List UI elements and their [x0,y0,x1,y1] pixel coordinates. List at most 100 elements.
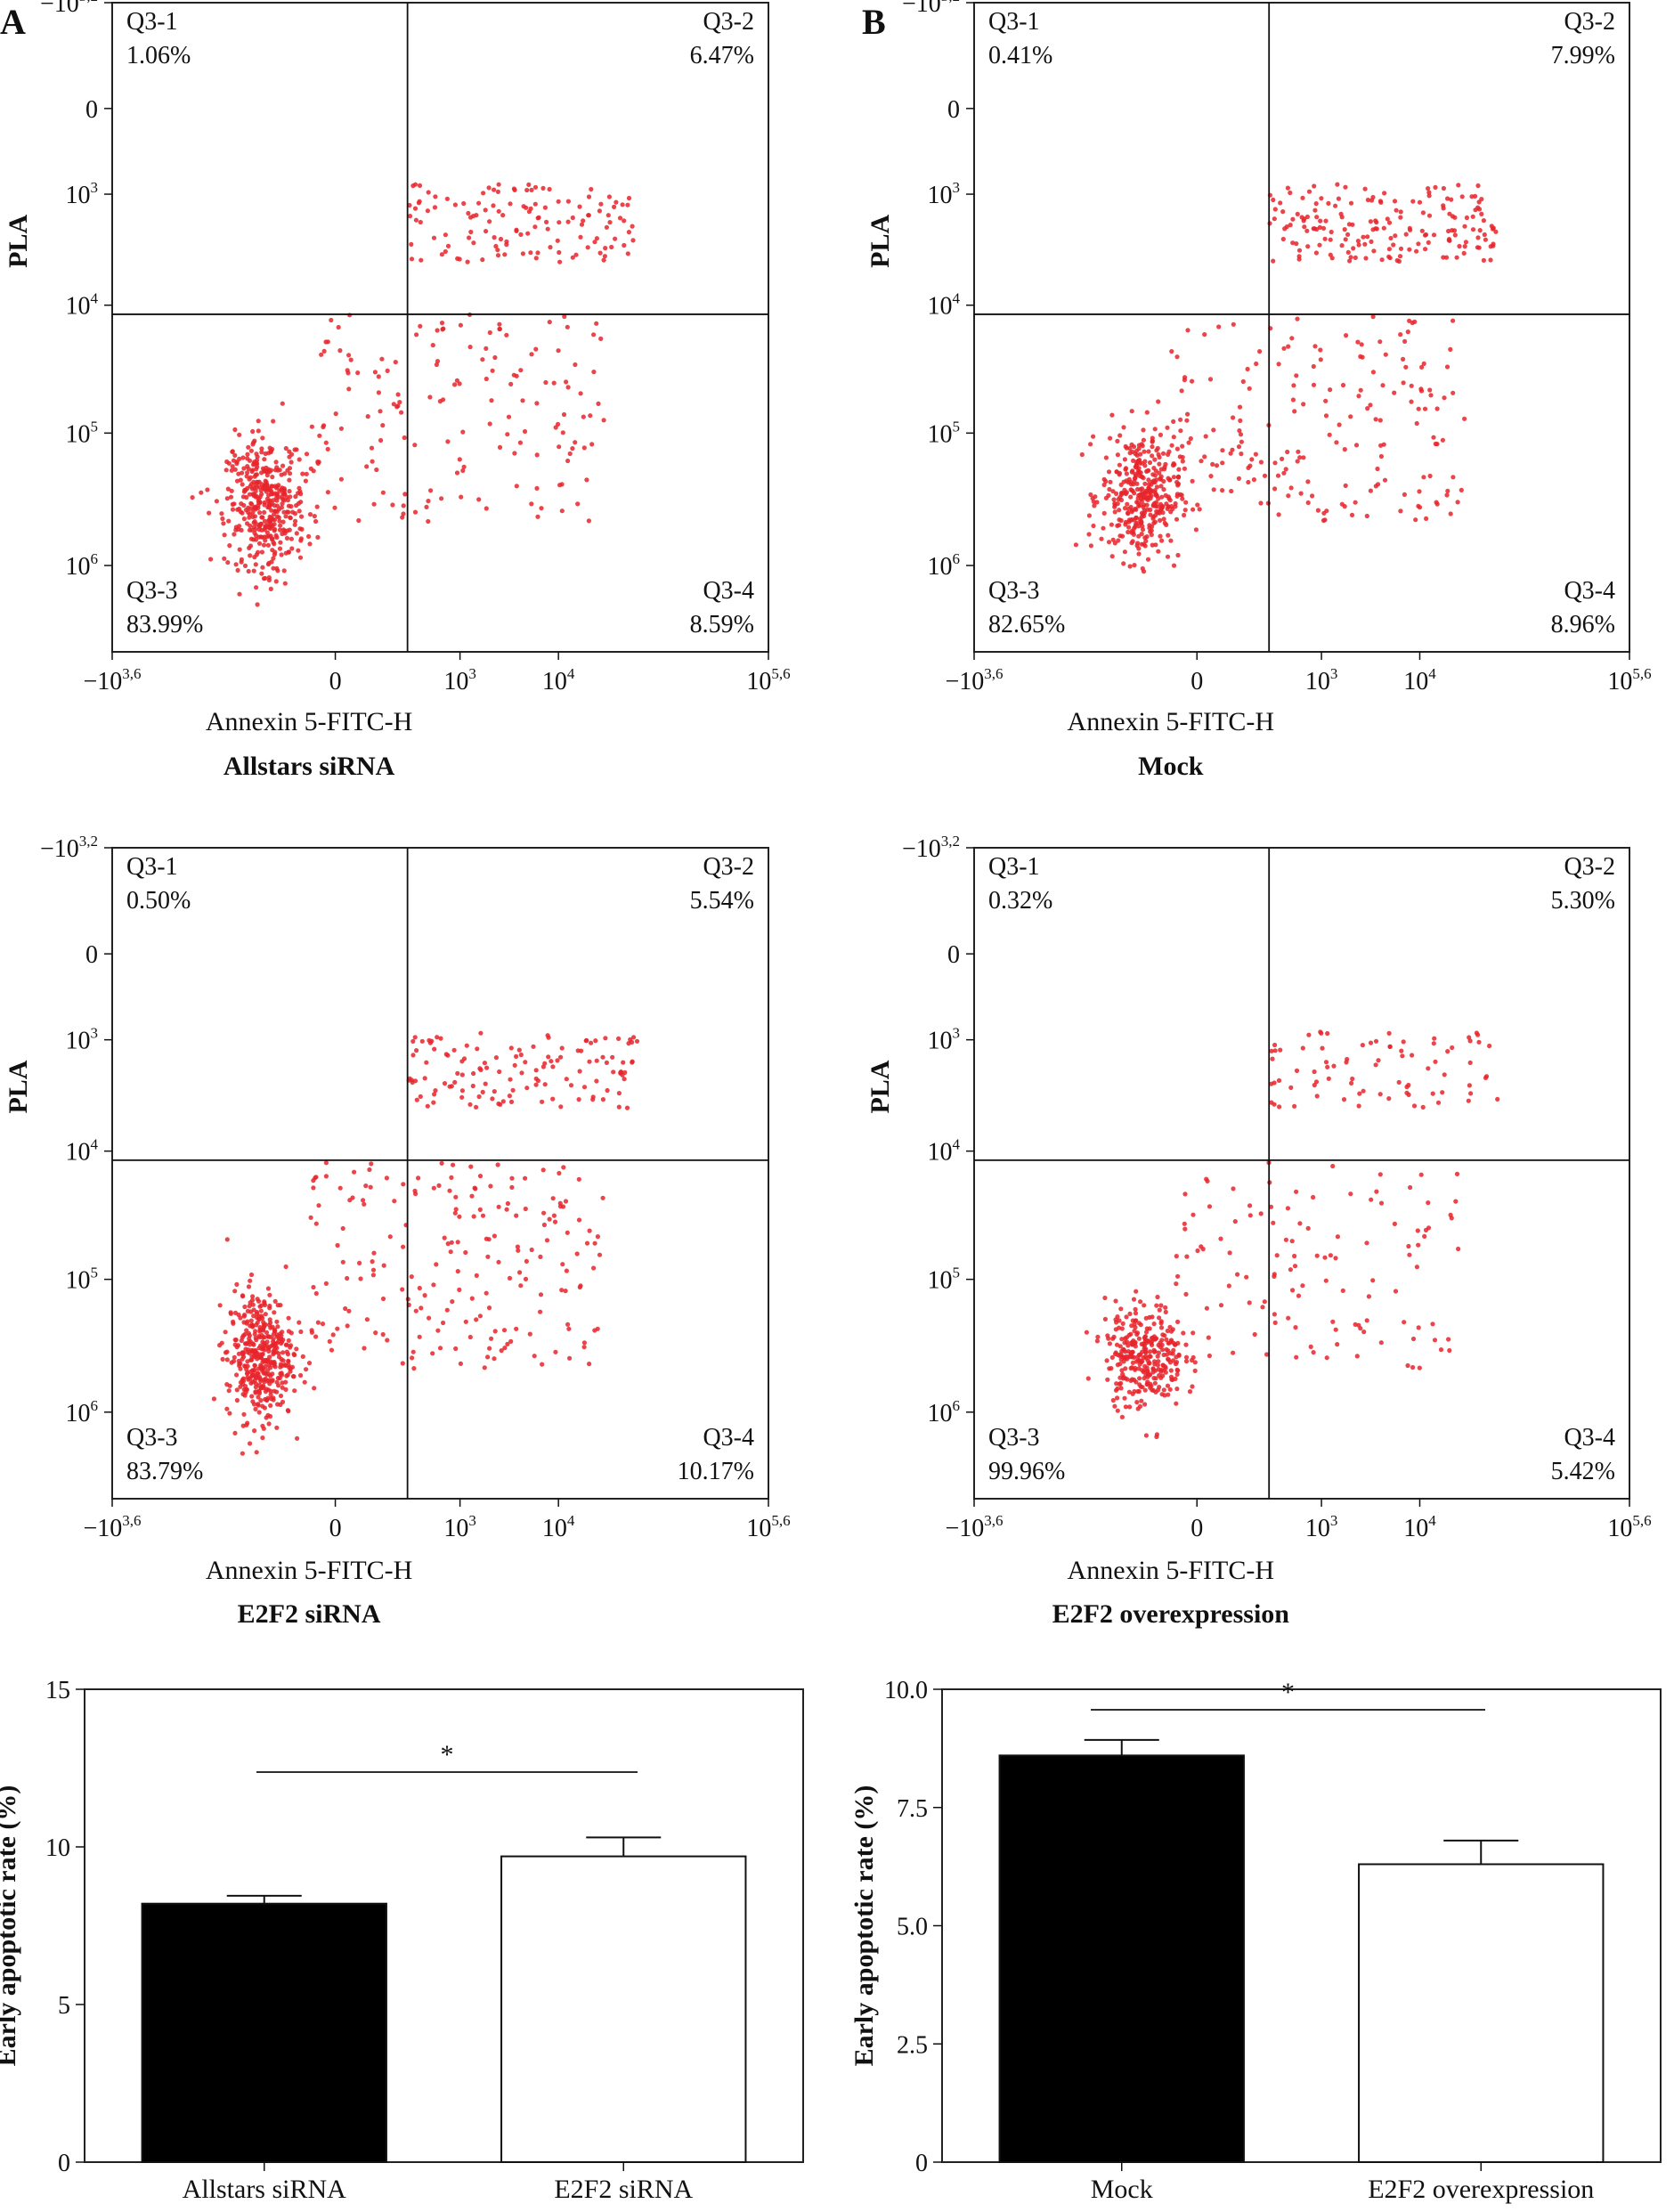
event-dot [277,518,282,524]
event-dot [1448,511,1453,516]
event-dot [1139,1398,1144,1403]
event-dot [1292,1264,1298,1269]
event-dot [286,1359,291,1364]
event-dot [1318,357,1323,362]
event-dot [1282,226,1288,232]
event-dot [280,401,285,406]
event-dot [1156,509,1161,515]
event-dot [272,508,278,514]
event-dot [1168,538,1174,543]
event-dot [441,1320,446,1326]
event-dot [630,224,635,229]
event-dot [1374,1189,1379,1194]
event-dot [304,1367,309,1372]
event-dot [234,1281,240,1287]
event-dot [1449,197,1454,202]
event-dot [199,490,204,495]
event-dot [312,1386,317,1391]
event-dot [270,475,275,480]
event-dot [1401,1039,1406,1045]
event-dot [1141,427,1146,433]
event-dot [1361,234,1366,240]
event-dot [1335,182,1340,187]
event-dot [262,457,267,462]
event-dot [1231,1186,1236,1191]
quadrant-q3-1-name: Q3-1 [988,8,1040,36]
event-dot [232,1310,239,1315]
event-dot [514,484,519,489]
event-dot [252,438,257,443]
event-dot [1364,1240,1369,1246]
event-dot [1401,356,1406,362]
y-tick-label-exponent: 5 [91,1265,99,1281]
event-dot [267,498,272,503]
event-dot [487,1346,492,1351]
event-dot [267,1354,272,1360]
event-dot [620,202,625,207]
event-dot [475,1046,480,1052]
event-dot [1461,250,1467,256]
event-dot [1125,529,1131,535]
event-dot [1107,1366,1112,1371]
event-dot [256,1316,262,1322]
event-dot [258,1377,264,1382]
event-dot [630,238,636,243]
event-dot [1175,475,1181,480]
event-dot [585,245,590,250]
event-dot [226,518,232,524]
event-dot [309,424,314,429]
quadrant-q3-3-name: Q3-3 [126,1424,178,1452]
event-dot [1301,402,1306,407]
event-dot [1441,185,1446,191]
event-dot [630,1039,635,1045]
event-dot [1414,248,1419,254]
event-dot [1409,383,1414,388]
event-dot [497,1069,502,1075]
event-dot [1476,245,1482,250]
event-dot [409,256,415,262]
event-dot [1312,183,1317,189]
event-dot [500,213,506,218]
event-dot [1364,1318,1369,1323]
event-dot [1131,1297,1137,1302]
event-dot [395,392,401,397]
x-tick-label-exponent: 4 [1428,665,1436,682]
event-dot [1257,349,1263,354]
event-dot [251,520,256,525]
event-dot [207,510,212,516]
flow-plot-2: Q3-10.50%Q3-25.54%Q3-383.79%Q3-410.17%−1… [4,833,791,1629]
event-dot [1258,1211,1264,1216]
event-dot [454,378,459,383]
event-dot [1165,1383,1171,1388]
event-dot [240,494,246,500]
event-dot [1134,465,1140,470]
event-dot [262,518,267,525]
event-dot [1228,451,1233,456]
event-dot [1163,1309,1168,1314]
event-dot [1142,449,1147,454]
event-dot [272,468,279,473]
event-dot [270,484,275,489]
event-dot [291,1374,297,1379]
event-dot [570,215,575,221]
event-dot [280,519,286,525]
event-dot [1122,506,1128,511]
event-dot [1358,387,1363,393]
event-dot [559,1288,565,1293]
event-dot [378,409,383,414]
event-dot [1203,434,1208,439]
event-dot [418,219,423,225]
event-dot [445,1241,451,1247]
x-tick-label-exponent: 5,6 [771,1512,790,1529]
event-dot [472,1185,477,1191]
event-dot [550,1064,556,1069]
event-dot [1312,1082,1317,1088]
event-dot [412,443,418,448]
event-dot [1396,1079,1402,1085]
y-tick-label-exponent: 4 [953,290,961,307]
event-dot [1145,557,1151,562]
event-dot [390,502,395,508]
event-dot [547,320,552,325]
event-dot [1353,443,1360,448]
event-dot [605,213,611,218]
